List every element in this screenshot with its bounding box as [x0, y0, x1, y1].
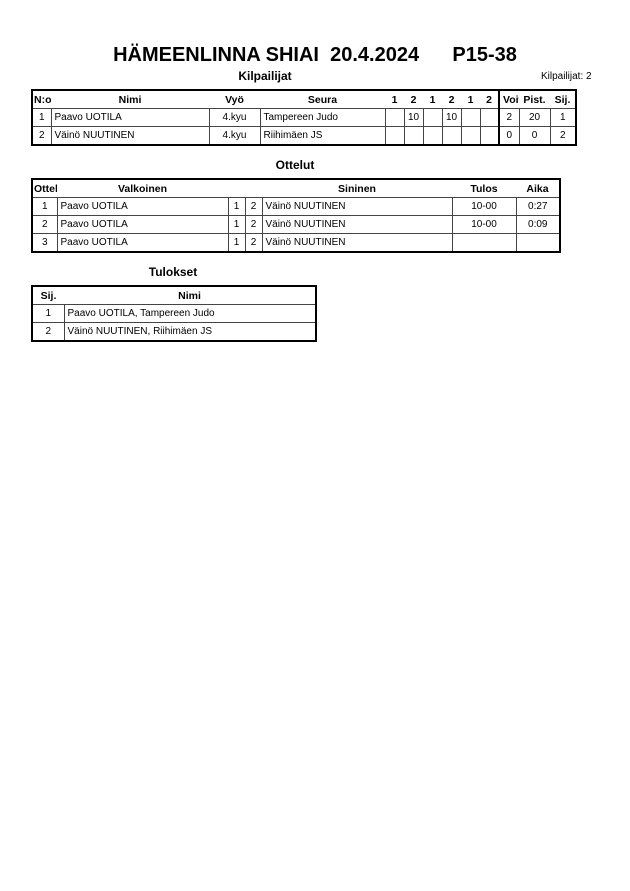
- table-row: 3 Paavo UOTILA 1 2 Väinö NUUTINEN: [31, 233, 561, 253]
- table-cell: [479, 126, 500, 146]
- table-cell: Tampereen Judo: [259, 108, 386, 127]
- table-cell: 1: [227, 197, 246, 216]
- table-cell: [451, 233, 517, 253]
- table-cell: Paavo UOTILA: [56, 215, 229, 234]
- column-header: Valkoinen: [57, 179, 228, 198]
- table-row: 2 Paavo UOTILA 1 2 Väinö NUUTINEN 10-00 0:09: [31, 215, 561, 234]
- table-cell: 2: [244, 233, 263, 253]
- table-cell: 2: [31, 215, 58, 234]
- table-cell: 0: [518, 126, 551, 146]
- table-cell: Väinö NUUTINEN, Riihimäen JS: [63, 322, 317, 342]
- column-header: 1: [385, 90, 404, 109]
- table-cell: Väinö NUUTINEN: [261, 233, 453, 253]
- column-header: 1: [461, 90, 480, 109]
- table-cell: Paavo UOTILA, Tampereen Judo: [63, 304, 317, 323]
- column-header: Nimi: [51, 90, 209, 109]
- table-cell: Paavo UOTILA: [56, 233, 229, 253]
- column-header: [245, 179, 262, 198]
- column-header: [228, 179, 245, 198]
- table-cell: [460, 126, 481, 146]
- table-cell: 1: [227, 215, 246, 234]
- table-cell: Paavo UOTILA: [50, 108, 210, 127]
- table-cell: 10-00: [451, 215, 517, 234]
- table-cell: 1: [549, 108, 577, 127]
- table-cell: 1: [31, 108, 52, 127]
- column-header: 1: [423, 90, 442, 109]
- table-cell: [479, 108, 500, 127]
- table-cell: 1: [31, 304, 65, 323]
- column-header: Voit.: [499, 90, 519, 109]
- column-header: Seura: [260, 90, 385, 109]
- table-cell: Väinö NUUTINEN: [50, 126, 210, 146]
- table-cell: 1: [227, 233, 246, 253]
- table-cell: 10: [403, 108, 424, 127]
- table-cell: [422, 126, 443, 146]
- table-cell: 20: [518, 108, 551, 127]
- column-header: Sij.: [550, 90, 576, 109]
- table-cell: 4.kyu: [208, 108, 261, 127]
- table-cell: [422, 108, 443, 127]
- table-cell: [460, 108, 481, 127]
- column-header: Vyö: [209, 90, 260, 109]
- column-header: Nimi: [64, 286, 316, 305]
- table-cell: 0:27: [515, 197, 561, 216]
- table-cell: Paavo UOTILA: [56, 197, 229, 216]
- table-cell: 10-00: [451, 197, 517, 216]
- column-header: 2: [480, 90, 500, 109]
- results-title: Tulokset: [148, 265, 198, 279]
- table-cell: 2: [244, 197, 263, 216]
- table-cell: [515, 233, 561, 253]
- table-cell: 1: [31, 197, 58, 216]
- column-header: Ottelu: [32, 179, 57, 198]
- table-cell: [384, 108, 405, 127]
- column-header: Aika: [516, 179, 560, 198]
- table-row: 2 Väinö NUUTINEN 4.kyu Riihimäen JS 0 0 2: [31, 126, 577, 146]
- table-cell: [403, 126, 424, 146]
- column-header: Pist.: [519, 90, 550, 109]
- table-cell: 4.kyu: [208, 126, 261, 146]
- results-table: Sij. Nimi 1 Paavo UOTILA, Tampereen Judo 2 Vä…: [31, 285, 317, 342]
- competitors-count: Kilpailijat: 2: [541, 71, 592, 82]
- matches-table: OtteluValkoinenSininenTulosAika1Paavo UO…: [31, 178, 561, 253]
- table-cell: [441, 126, 462, 146]
- competitors-table: N:oNimiVyöSeura121212Voit.Pist.Sij.1Paav…: [31, 89, 577, 146]
- table-cell: 2: [31, 126, 52, 146]
- table-cell: [384, 126, 405, 146]
- table-cell: 3: [31, 233, 58, 253]
- table-cell: 0:09: [515, 215, 561, 234]
- table-cell: Riihimäen JS: [259, 126, 386, 146]
- table-cell: Väinö NUUTINEN: [261, 197, 453, 216]
- competitors-title: Kilpailijat: [238, 69, 292, 83]
- table-row: 2 Väinö NUUTINEN, Riihimäen JS: [31, 322, 317, 342]
- page-title: HÄMEENLINNA SHIAI 20.4.2024 P15-38: [113, 44, 517, 66]
- table-cell: 2: [244, 215, 263, 234]
- table-cell: 2: [498, 108, 520, 127]
- table-cell: 0: [498, 126, 520, 146]
- table-cell: Väinö NUUTINEN: [261, 215, 453, 234]
- column-header: N:o: [32, 90, 51, 109]
- table-row: 1 Paavo UOTILA 1 2 Väinö NUUTINEN 10-00 0:27: [31, 197, 561, 216]
- column-header: Sininen: [262, 179, 452, 198]
- table-cell: 10: [441, 108, 462, 127]
- matches-title: Ottelut: [275, 158, 315, 172]
- table-cell: 2: [31, 322, 65, 342]
- table-row: 1 Paavo UOTILA, Tampereen Judo: [31, 304, 317, 323]
- table-row: 1 Paavo UOTILA 4.kyu Tampereen Judo 10 10 2 20 1: [31, 108, 577, 127]
- table-cell: 2: [549, 126, 577, 146]
- column-header: 2: [404, 90, 423, 109]
- column-header: Sij.: [32, 286, 64, 305]
- column-header: Tulos: [452, 179, 516, 198]
- column-header: 2: [442, 90, 461, 109]
